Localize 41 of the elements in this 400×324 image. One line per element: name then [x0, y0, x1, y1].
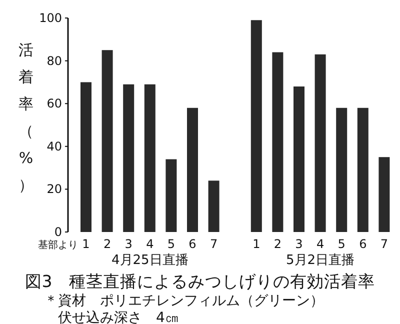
bar	[144, 84, 156, 232]
y-tick-label: 40	[46, 139, 62, 154]
x-tick-label: 1	[252, 237, 260, 251]
bar	[336, 108, 348, 232]
bar	[294, 86, 304, 232]
bar	[357, 108, 368, 232]
text: 伏せ込み深さ 4㎝	[58, 310, 179, 324]
x-tick-label: 6	[359, 237, 367, 251]
text: 4月25日直播	[111, 253, 188, 268]
text: ＊資材 ポリエチレンフィルム（グリーン）	[44, 293, 324, 309]
bar	[272, 52, 284, 232]
y-tick-label: 20	[46, 182, 62, 196]
x-tick-label: 3	[295, 237, 303, 251]
y-tick-label: 60	[46, 96, 62, 111]
bar	[102, 50, 113, 232]
bar	[80, 82, 92, 232]
x-tick-label: 5	[338, 237, 346, 251]
x-tick-label: 7	[210, 237, 218, 251]
y-tick-label: 100	[39, 11, 62, 25]
x-tick-label: 4	[316, 237, 324, 251]
bar	[314, 54, 326, 232]
x-tick-label: 2	[274, 237, 282, 251]
bar	[166, 159, 177, 232]
x-tick-label: 7	[380, 237, 388, 251]
x-tick-label: 4	[146, 237, 154, 251]
y-tick-label: 0	[54, 225, 62, 239]
x-tick-label: 5	[167, 237, 176, 251]
y-axis-title: 活着率（%）	[18, 41, 34, 194]
bar	[208, 180, 220, 232]
bar	[250, 20, 262, 232]
text: 基部より	[38, 239, 78, 251]
y-tick-label: 80	[46, 54, 62, 68]
text: 図3 種茎直播によるみつしげりの有効活着率	[24, 272, 376, 291]
x-tick-label: 3	[124, 237, 132, 251]
bar	[187, 108, 198, 232]
x-tick-label: 6	[188, 237, 196, 251]
text: 5月2日直播	[286, 253, 355, 268]
bar	[123, 84, 134, 232]
x-tick-label: 2	[103, 237, 112, 251]
bar	[378, 157, 390, 232]
x-tick-label: 1	[82, 237, 90, 251]
